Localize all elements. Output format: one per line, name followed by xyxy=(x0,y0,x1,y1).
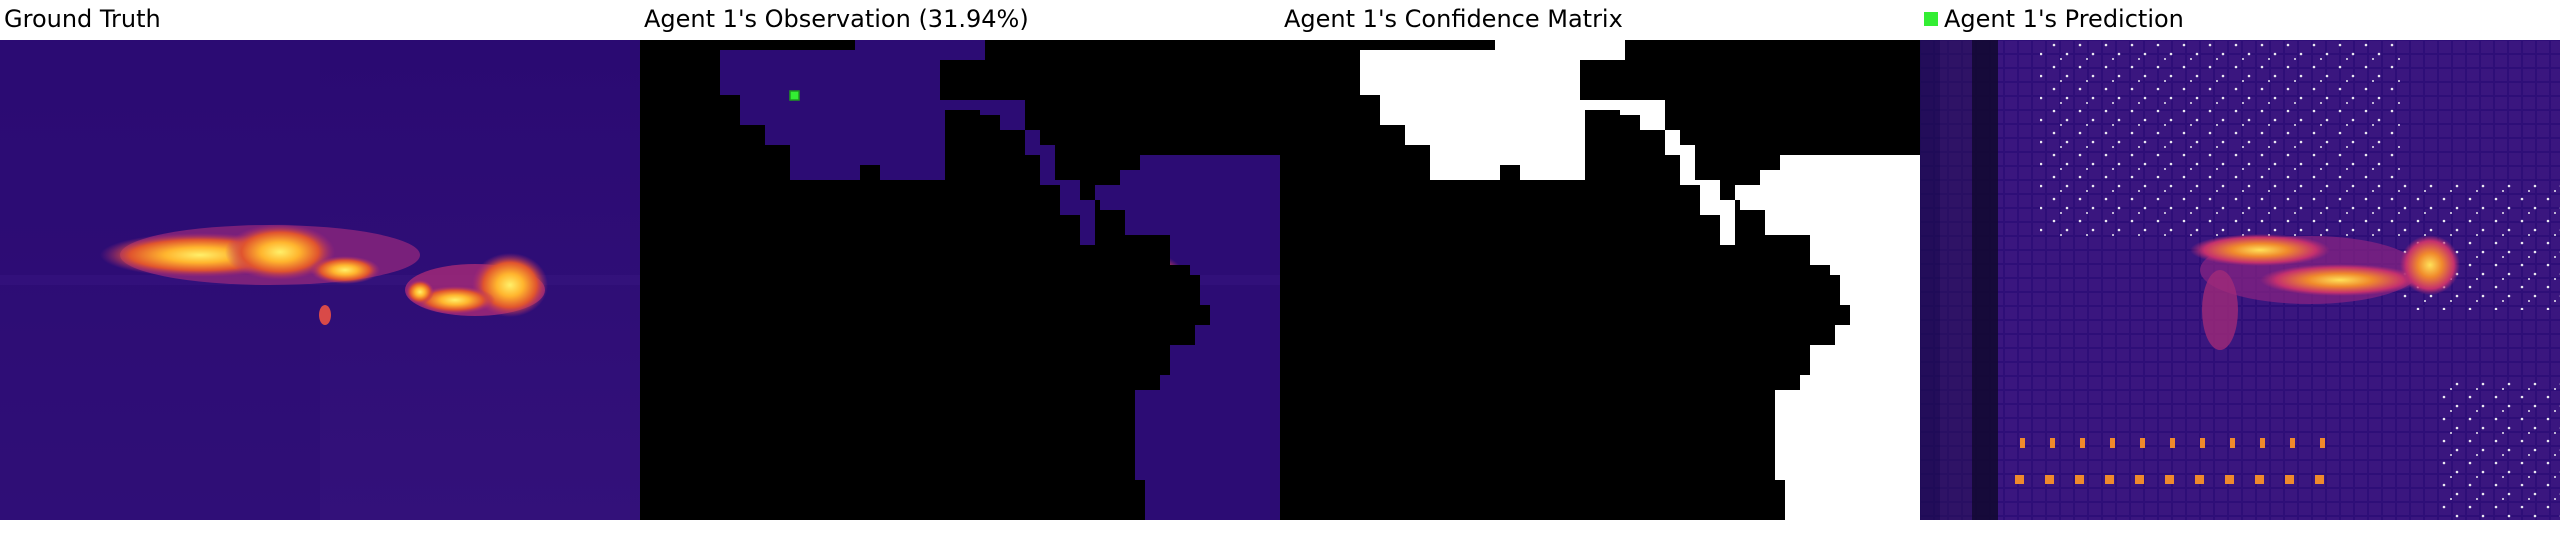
hot-region-center xyxy=(225,224,335,280)
hot-region-middle xyxy=(310,256,380,284)
observation-title: Agent 1's Observation (31.94%) xyxy=(644,5,1029,33)
confidence-title: Agent 1's Confidence Matrix xyxy=(1284,5,1623,33)
noise-dots-top xyxy=(2040,40,2400,240)
prediction-legend-swatch xyxy=(1924,12,1938,26)
prediction-heatmap xyxy=(1920,40,2560,520)
ground-truth-heatmap xyxy=(0,40,640,520)
prediction-title-text: Agent 1's Prediction xyxy=(1944,5,2184,33)
observation-panel: Agent 1's Observation (31.94%) xyxy=(640,0,1280,520)
ground-truth-title: Ground Truth xyxy=(4,5,161,33)
predicted-hot-right xyxy=(2400,235,2460,295)
agent-position-marker xyxy=(789,90,800,101)
confident-area xyxy=(1360,40,1920,520)
predicted-hot-left xyxy=(2190,234,2330,266)
observation-heatmap xyxy=(640,40,1280,520)
prediction-panel: Agent 1's Prediction xyxy=(1920,0,2560,520)
noise-dots-bottom-right xyxy=(2440,380,2560,520)
dark-column xyxy=(1972,40,1998,520)
prediction-title: Agent 1's Prediction xyxy=(1924,2,2184,36)
predicted-bottom-rows xyxy=(2015,438,2325,484)
predicted-hot-center xyxy=(2260,264,2420,296)
confidence-matrix xyxy=(1280,40,1920,520)
confidence-panel: Agent 1's Confidence Matrix xyxy=(1280,0,1920,520)
ground-truth-panel: Ground Truth xyxy=(0,0,640,520)
